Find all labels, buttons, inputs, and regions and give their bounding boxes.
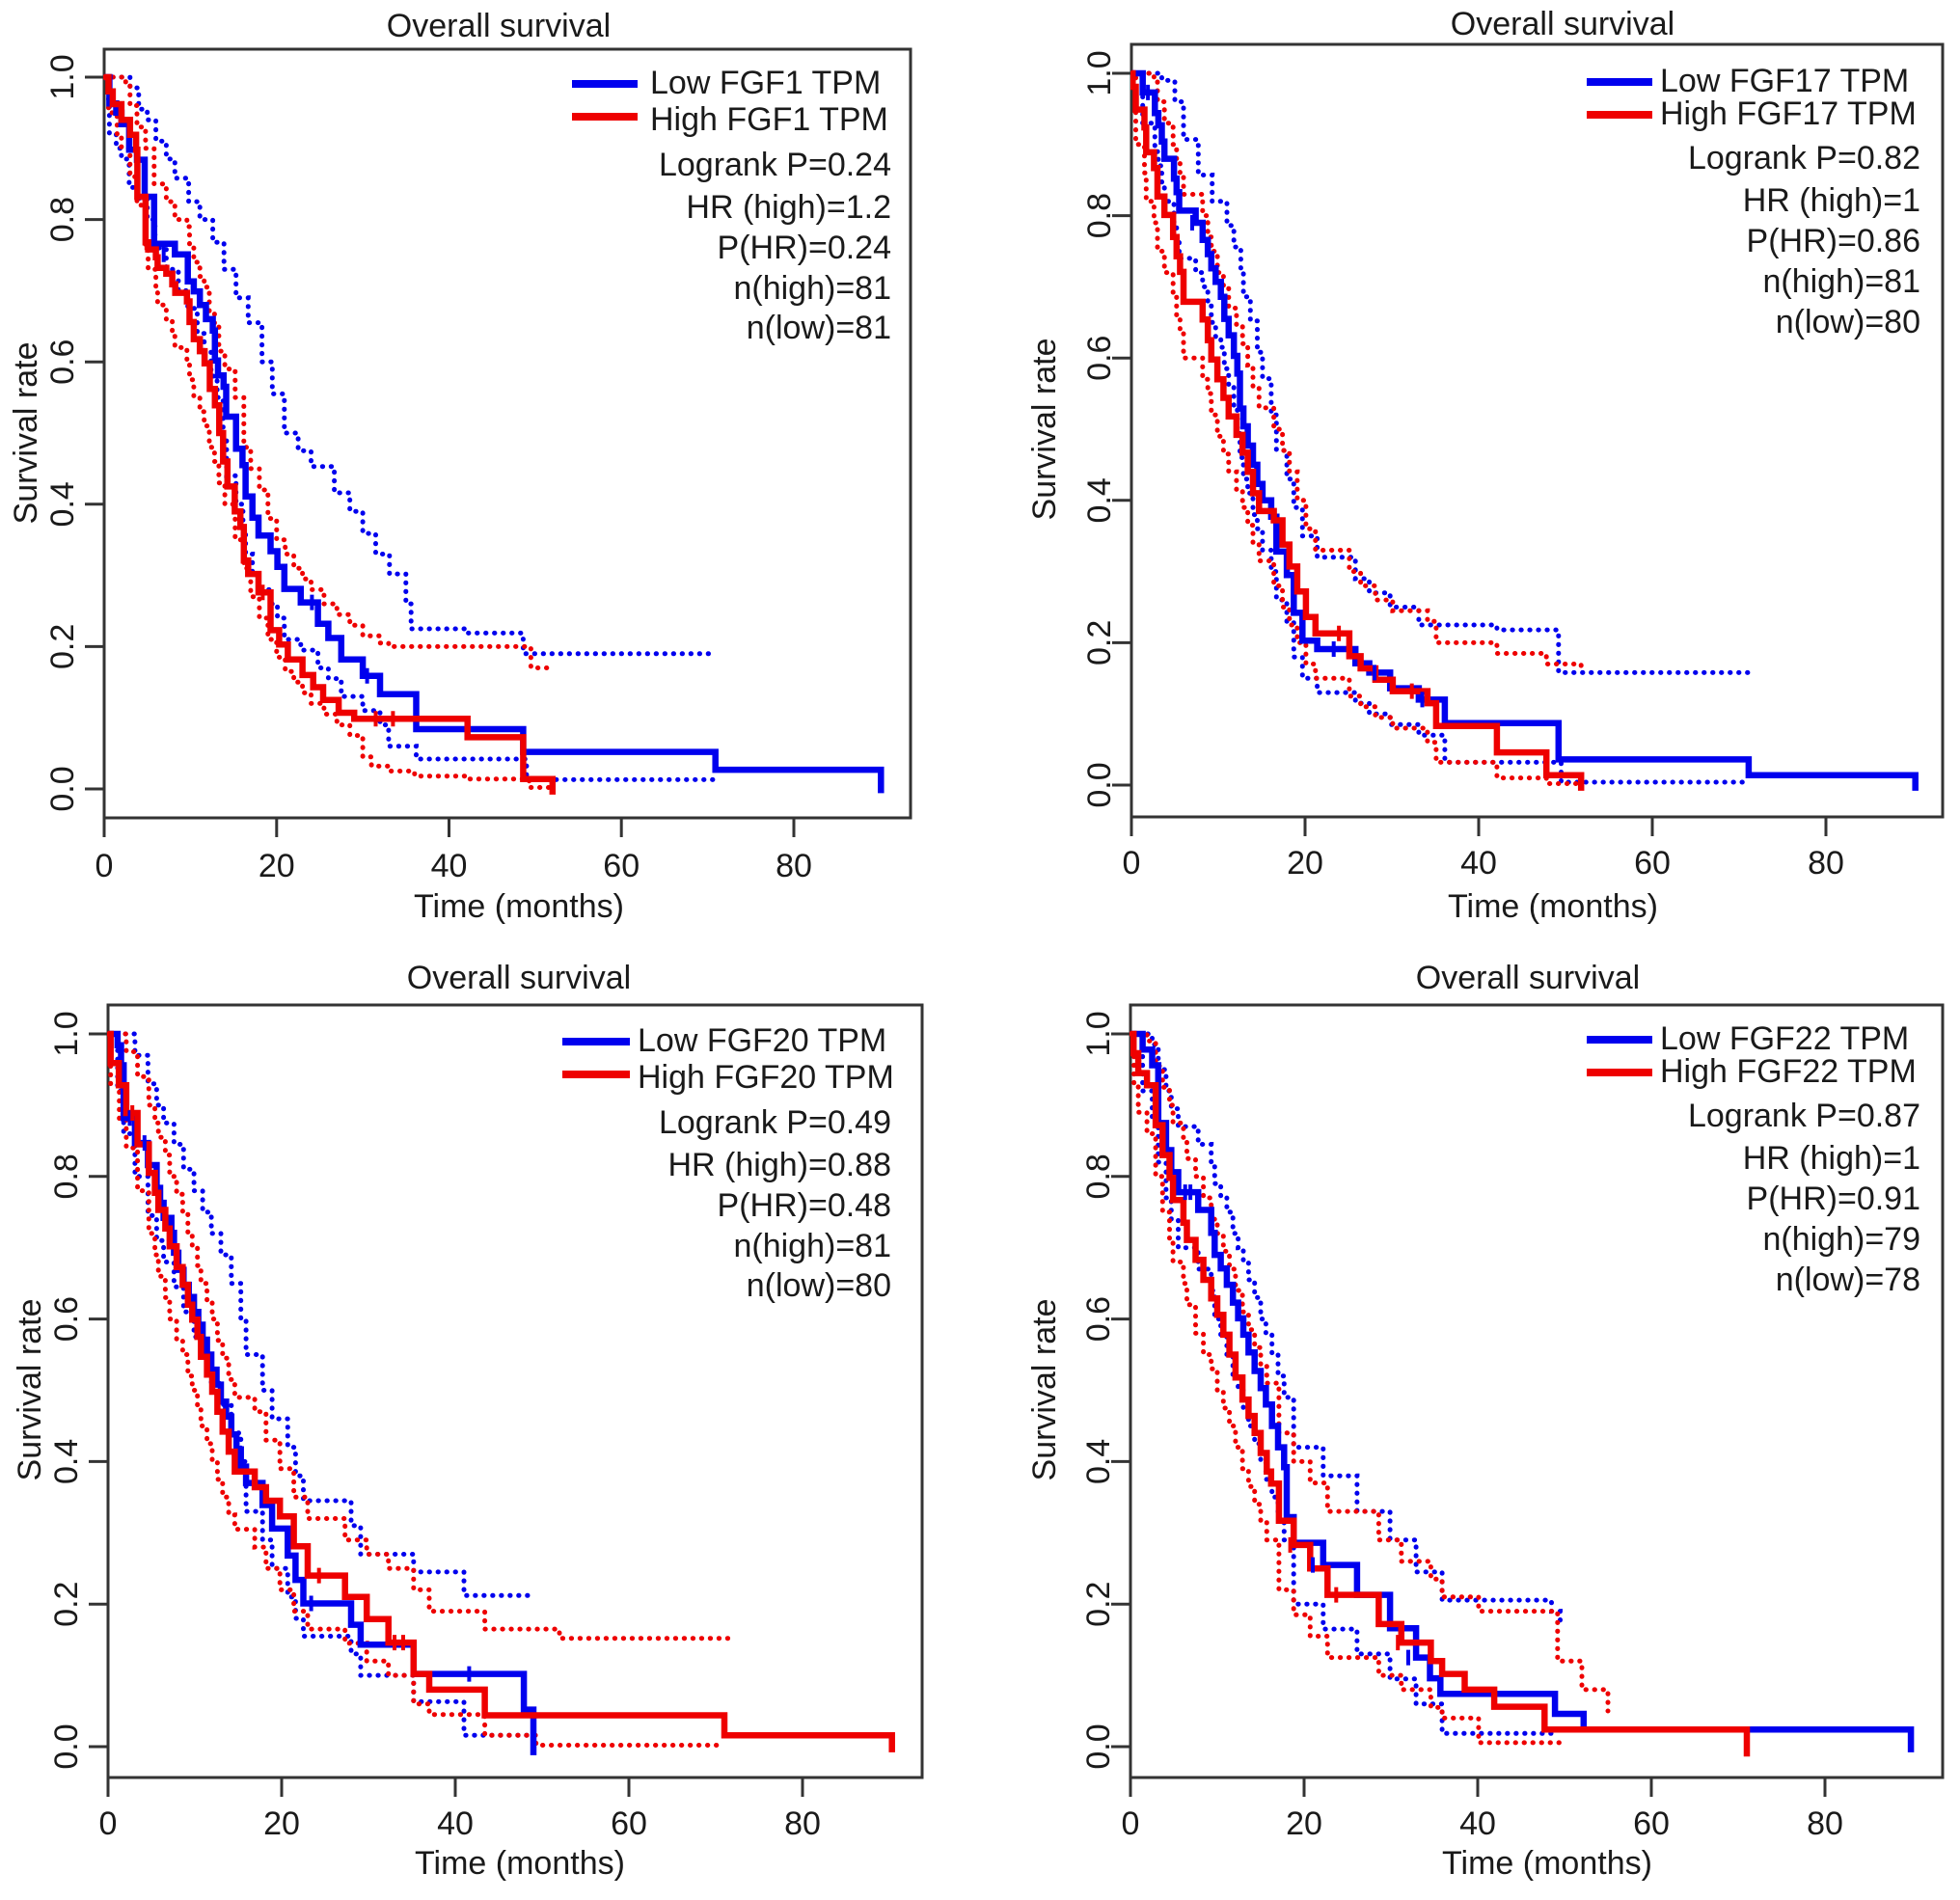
svg-text:HR (high)=1: HR (high)=1 (1743, 182, 1920, 219)
svg-text:0.0: 0.0 (1081, 762, 1118, 807)
svg-text:40: 40 (437, 1805, 474, 1842)
svg-text:P(HR)=0.48: P(HR)=0.48 (718, 1187, 891, 1224)
svg-text:0: 0 (99, 1805, 118, 1842)
svg-text:0.2: 0.2 (44, 624, 81, 669)
svg-text:40: 40 (431, 848, 468, 884)
svg-text:80: 80 (1807, 1805, 1843, 1842)
svg-text:Low FGF17 TPM: Low FGF17 TPM (1660, 63, 1909, 99)
svg-text:0.6: 0.6 (1080, 1296, 1117, 1342)
svg-text:Low FGF20 TPM: Low FGF20 TPM (638, 1022, 886, 1059)
svg-text:High FGF20 TPM: High FGF20 TPM (638, 1059, 894, 1096)
svg-text:40: 40 (1460, 845, 1497, 882)
svg-text:0.6: 0.6 (44, 339, 81, 385)
svg-text:40: 40 (1459, 1805, 1496, 1842)
svg-text:Logrank P=0.24: Logrank P=0.24 (659, 147, 891, 183)
svg-text:High FGF17 TPM: High FGF17 TPM (1660, 95, 1917, 132)
svg-text:0.8: 0.8 (44, 197, 81, 242)
svg-text:Time (months): Time (months) (415, 1845, 625, 1882)
svg-text:60: 60 (1633, 1805, 1670, 1842)
svg-text:HR (high)=0.88: HR (high)=0.88 (667, 1147, 891, 1183)
svg-text:HR (high)=1: HR (high)=1 (1743, 1140, 1920, 1177)
svg-text:0.4: 0.4 (1081, 477, 1118, 523)
svg-text:0.2: 0.2 (1080, 1582, 1117, 1627)
svg-text:Overall survival: Overall survival (387, 8, 611, 44)
svg-text:n(high)=79: n(high)=79 (1762, 1221, 1920, 1258)
svg-text:Logrank P=0.49: Logrank P=0.49 (659, 1104, 891, 1141)
svg-text:1.0: 1.0 (44, 54, 81, 99)
svg-text:0.8: 0.8 (1080, 1154, 1117, 1199)
svg-text:Survival rate: Survival rate (1026, 1299, 1063, 1481)
svg-text:0.4: 0.4 (44, 481, 81, 527)
svg-text:1.0: 1.0 (1081, 50, 1118, 95)
svg-text:1.0: 1.0 (1080, 1011, 1117, 1056)
svg-text:n(high)=81: n(high)=81 (1762, 263, 1920, 300)
svg-text:0.4: 0.4 (48, 1439, 85, 1484)
svg-text:0.8: 0.8 (48, 1154, 85, 1199)
svg-text:Survival rate: Survival rate (1026, 339, 1063, 521)
svg-text:n(high)=81: n(high)=81 (733, 270, 891, 307)
svg-text:n(low)=78: n(low)=78 (1776, 1262, 1920, 1298)
svg-text:HR (high)=1.2: HR (high)=1.2 (686, 189, 891, 226)
svg-text:0.8: 0.8 (1081, 193, 1118, 238)
svg-text:1.0: 1.0 (48, 1011, 85, 1056)
svg-text:0.4: 0.4 (1080, 1439, 1117, 1484)
svg-text:n(low)=80: n(low)=80 (747, 1267, 891, 1304)
svg-text:80: 80 (1808, 845, 1844, 882)
svg-text:20: 20 (1287, 845, 1323, 882)
svg-text:0: 0 (1122, 1805, 1140, 1842)
svg-text:High FGF1 TPM: High FGF1 TPM (650, 101, 888, 138)
svg-text:Survival rate: Survival rate (12, 1299, 48, 1481)
svg-text:P(HR)=0.24: P(HR)=0.24 (718, 230, 891, 266)
svg-text:n(low)=81: n(low)=81 (747, 310, 891, 346)
svg-text:High FGF22 TPM: High FGF22 TPM (1660, 1053, 1917, 1090)
svg-text:Time (months): Time (months) (414, 888, 624, 925)
svg-text:Survival rate: Survival rate (8, 342, 44, 525)
svg-text:Low FGF22 TPM: Low FGF22 TPM (1660, 1020, 1909, 1057)
svg-text:60: 60 (611, 1805, 647, 1842)
svg-text:0.0: 0.0 (1080, 1724, 1117, 1769)
svg-text:0.6: 0.6 (48, 1296, 85, 1342)
svg-text:Overall survival: Overall survival (1451, 6, 1674, 42)
svg-text:60: 60 (603, 848, 640, 884)
svg-text:20: 20 (259, 848, 295, 884)
svg-text:0.2: 0.2 (48, 1582, 85, 1627)
svg-text:Overall survival: Overall survival (407, 960, 631, 996)
svg-text:20: 20 (263, 1805, 300, 1842)
svg-text:P(HR)=0.91: P(HR)=0.91 (1747, 1181, 1920, 1217)
svg-text:60: 60 (1634, 845, 1671, 882)
svg-text:0: 0 (1123, 845, 1141, 882)
svg-text:0.2: 0.2 (1081, 620, 1118, 665)
svg-text:Overall survival: Overall survival (1416, 960, 1640, 996)
svg-text:Low FGF1 TPM: Low FGF1 TPM (650, 65, 881, 101)
svg-text:80: 80 (784, 1805, 821, 1842)
svg-text:P(HR)=0.86: P(HR)=0.86 (1747, 223, 1920, 259)
svg-text:Logrank P=0.82: Logrank P=0.82 (1688, 140, 1920, 176)
svg-text:Logrank P=0.87: Logrank P=0.87 (1688, 1098, 1920, 1134)
svg-text:n(low)=80: n(low)=80 (1776, 304, 1920, 340)
svg-text:Time (months): Time (months) (1448, 888, 1658, 925)
svg-text:0.0: 0.0 (48, 1724, 85, 1769)
svg-text:20: 20 (1286, 1805, 1322, 1842)
svg-text:0.0: 0.0 (44, 766, 81, 811)
svg-text:0.6: 0.6 (1081, 336, 1118, 381)
svg-text:n(high)=81: n(high)=81 (733, 1228, 891, 1264)
svg-text:80: 80 (776, 848, 812, 884)
svg-text:Time (months): Time (months) (1442, 1845, 1652, 1882)
svg-text:0: 0 (95, 848, 114, 884)
